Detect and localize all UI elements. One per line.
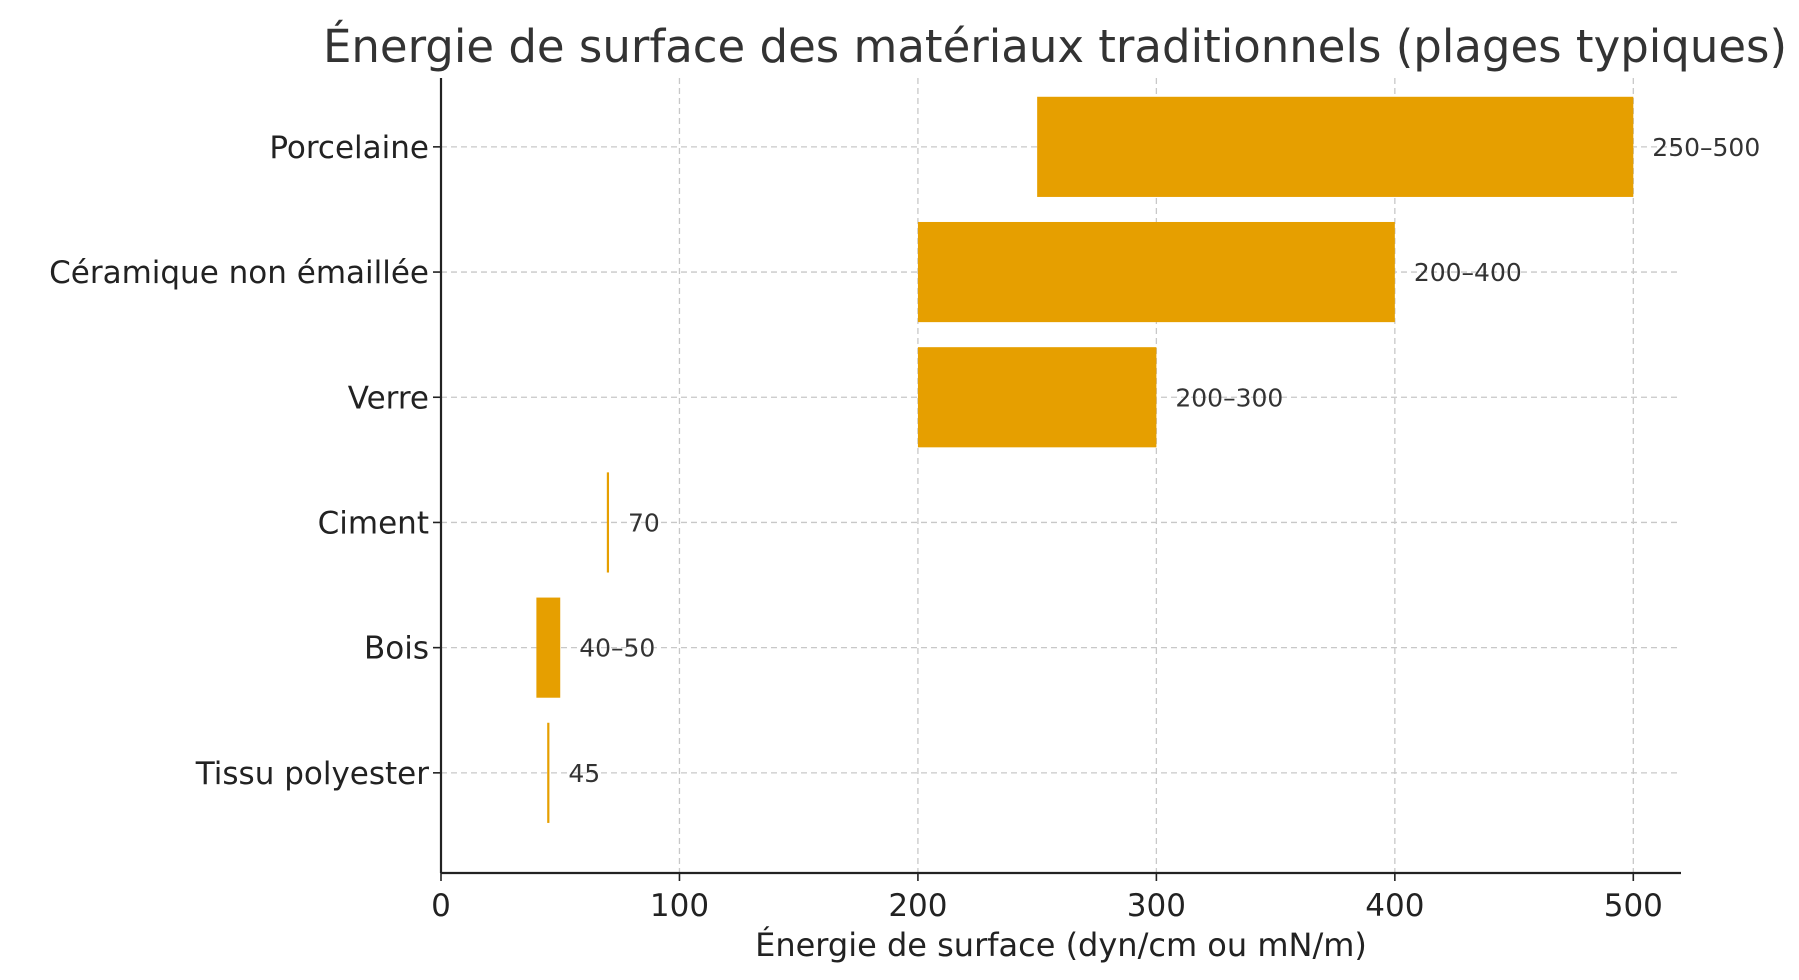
x-tick-label: 0 <box>431 888 451 924</box>
x-tick-label: 100 <box>650 888 709 924</box>
y-tick-label: Bois <box>364 631 429 667</box>
bar <box>917 347 1157 448</box>
data-label: 40–50 <box>579 634 655 663</box>
x-tick-label: 500 <box>1604 888 1663 924</box>
x-tick-label: 300 <box>1127 888 1186 924</box>
x-tick-label: 400 <box>1365 888 1424 924</box>
bar <box>917 221 1395 323</box>
bar <box>536 597 561 698</box>
bars: 250–500 200–400 200–300 70 40–50 45 <box>536 96 1760 823</box>
y-tick-label: Verre <box>348 380 429 416</box>
data-label: 200–400 <box>1414 258 1522 287</box>
data-label: 45 <box>568 759 600 788</box>
bar <box>547 722 550 823</box>
data-label: 200–300 <box>1175 383 1283 412</box>
data-label: 70 <box>628 508 660 537</box>
y-tick-label: Ciment <box>318 505 429 541</box>
y-tick-label: Tissu polyester <box>195 756 429 792</box>
chart-title: Énergie de surface des matériaux traditi… <box>323 20 1787 73</box>
data-label: 250–500 <box>1652 133 1760 162</box>
axes: Porcelaine Céramique non émaillée Verre Cim… <box>49 78 1681 924</box>
grid <box>441 78 1681 873</box>
bar <box>606 472 610 573</box>
y-tick-label: Céramique non émaillée <box>49 255 429 291</box>
y-tick-label: Porcelaine <box>269 130 429 166</box>
x-tick-label: 200 <box>888 888 947 924</box>
x-axis-label: Énergie de surface (dyn/cm ou mN/m) <box>755 926 1367 964</box>
bar <box>1037 96 1634 197</box>
